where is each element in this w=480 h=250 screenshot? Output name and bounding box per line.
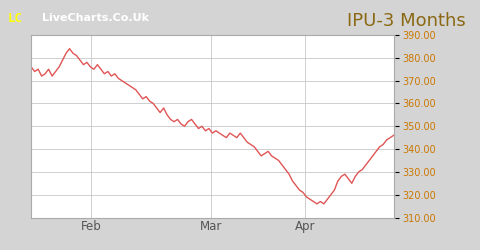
Text: LC: LC (8, 12, 23, 25)
Text: LiveCharts.Co.Uk: LiveCharts.Co.Uk (42, 13, 149, 23)
Text: IPU-3 Months: IPU-3 Months (347, 12, 466, 30)
